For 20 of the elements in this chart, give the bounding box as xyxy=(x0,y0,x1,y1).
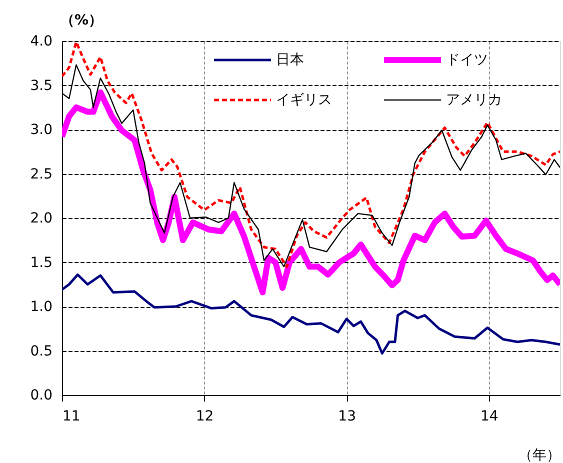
legend-label: ドイツ xyxy=(446,52,488,68)
y-tick-label: 1.0 xyxy=(30,299,52,315)
y-tick-label: 2.0 xyxy=(30,210,52,226)
y-axis-title: （%） xyxy=(60,12,103,28)
y-tick-label: 4.0 xyxy=(30,34,52,50)
line-series xyxy=(62,273,560,355)
x-tick-label: 12 xyxy=(196,408,214,424)
y-tick-label: 3.0 xyxy=(30,122,52,138)
legend-label: イギリス xyxy=(276,92,332,108)
x-tick-label: 11 xyxy=(62,408,80,424)
y-tick-label: 3.5 xyxy=(30,78,52,94)
y-tick-label: 1.5 xyxy=(30,254,52,271)
legend-label: アメリカ xyxy=(446,92,502,108)
y-tick-label: 2.5 xyxy=(30,166,52,182)
y-tick-label: 0.0 xyxy=(30,388,52,404)
x-axis-title: （年） xyxy=(518,448,560,463)
legend-label: 日本 xyxy=(276,52,304,68)
y-tick-label: 0.5 xyxy=(30,343,52,360)
x-tick-label: 14 xyxy=(480,408,498,424)
x-tick-label: 13 xyxy=(338,408,356,424)
